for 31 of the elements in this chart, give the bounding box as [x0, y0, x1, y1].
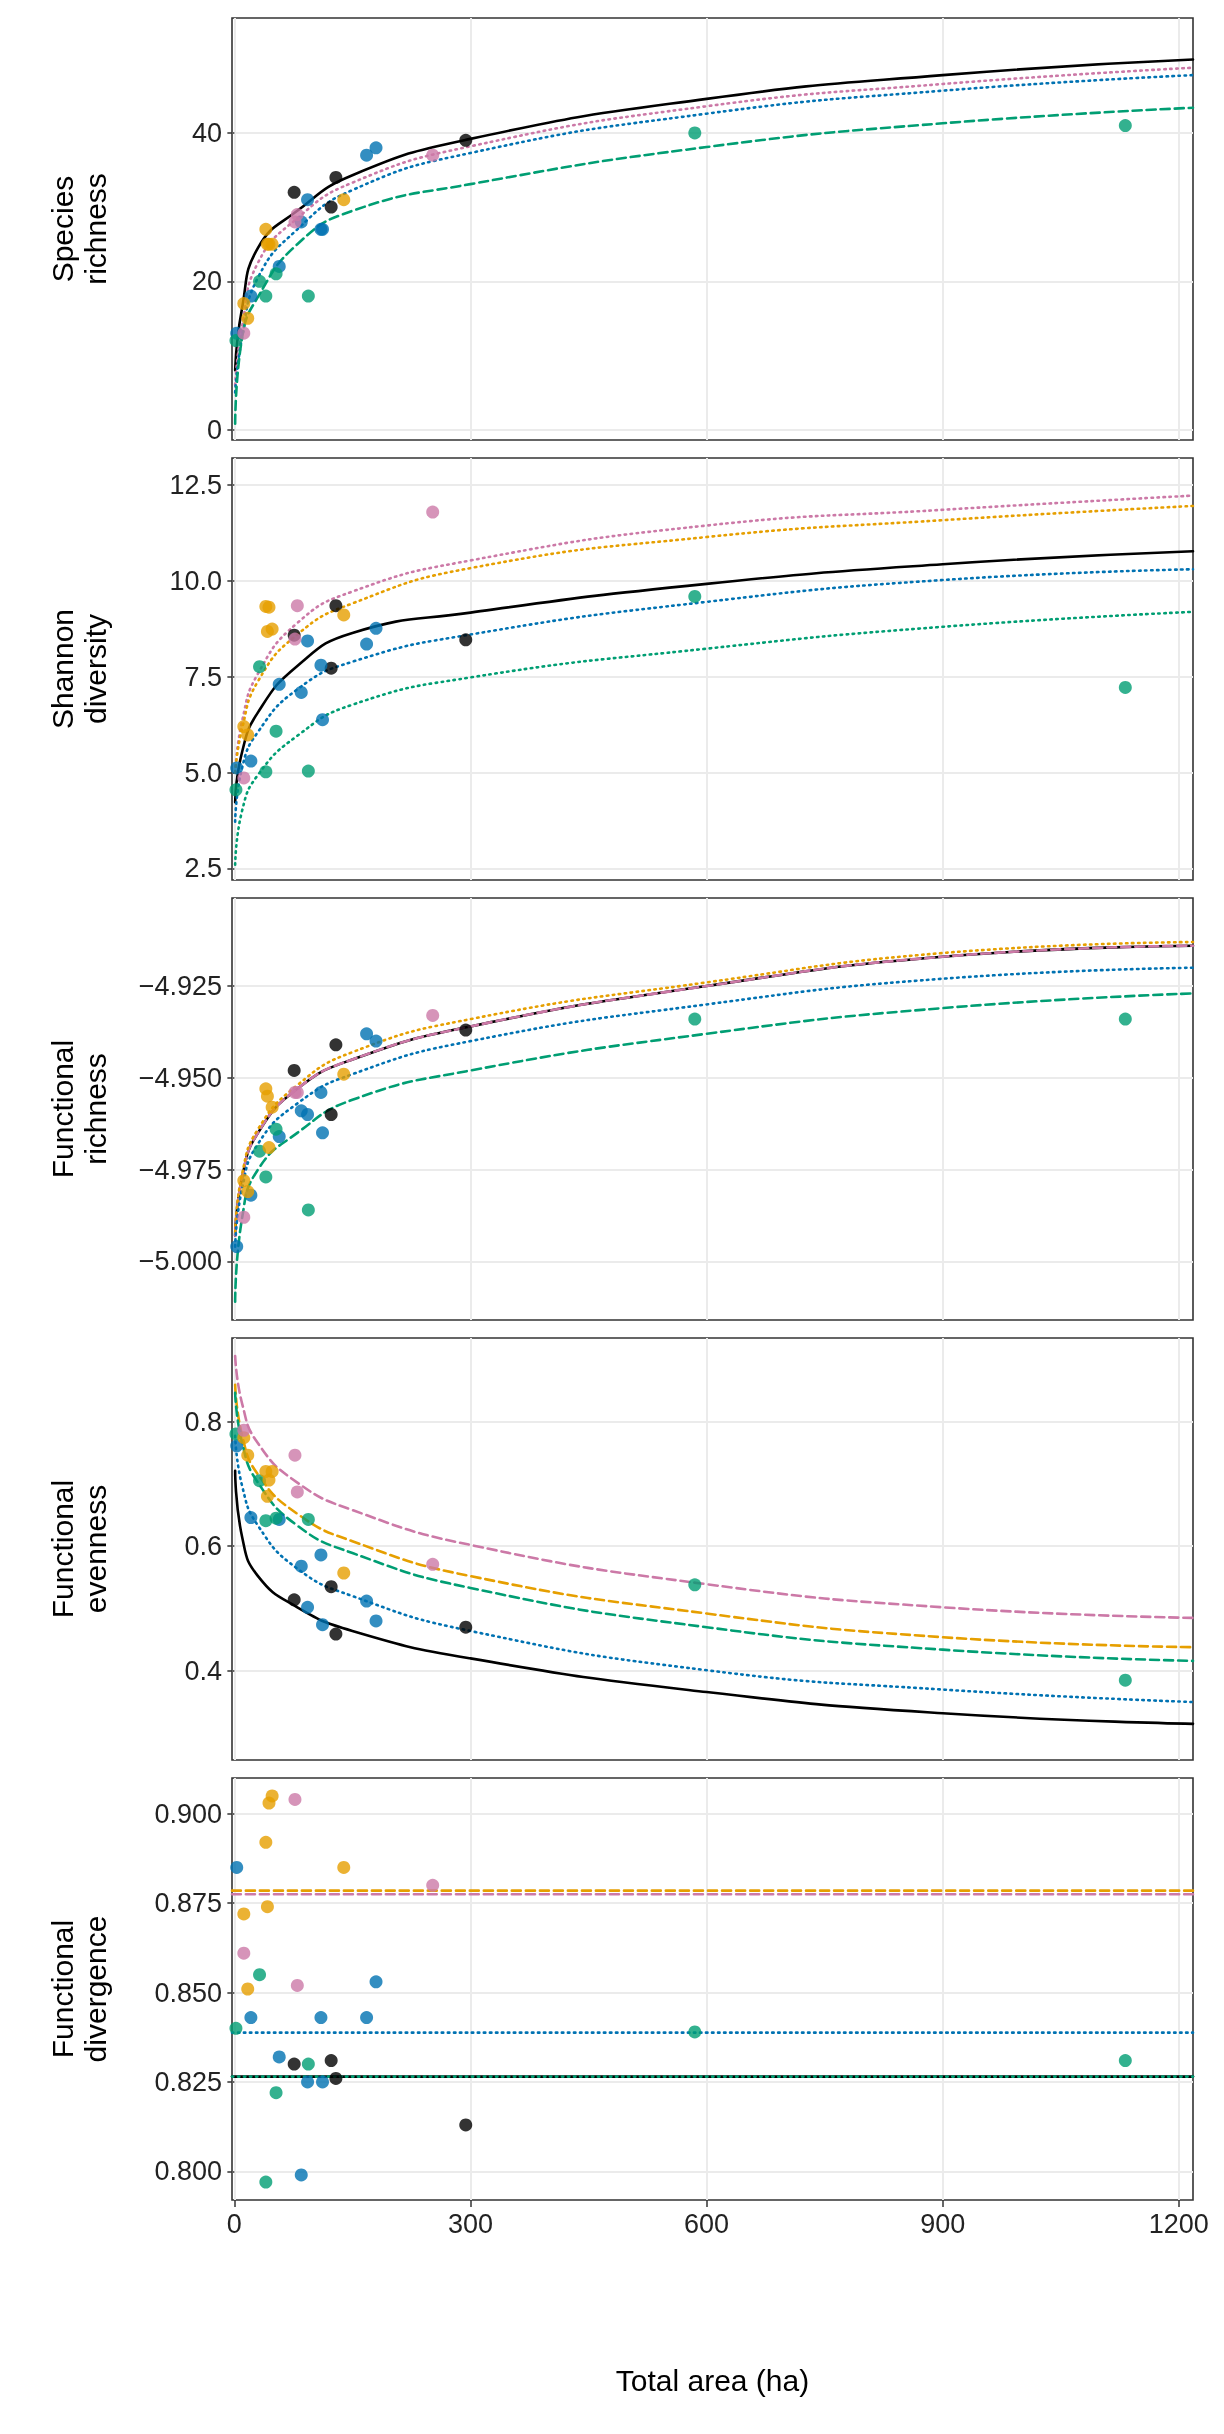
- y-axis-title: Functional evenness: [46, 1479, 112, 1619]
- y-tick-label: −5.000: [138, 1246, 222, 1277]
- x-tick-label: 1200: [1148, 2208, 1209, 2239]
- y-tick-label: 7.5: [184, 661, 222, 692]
- y-tick-label: −4.950: [138, 1062, 222, 1093]
- x-tick-label: 300: [447, 2208, 494, 2239]
- y-tick-label: 0.825: [154, 2066, 222, 2097]
- y-tick-label: 20: [191, 266, 222, 297]
- y-tick-label: 5.0: [184, 757, 222, 788]
- y-tick-label: 0.875: [154, 1888, 222, 1919]
- y-axis-title: Species richness: [46, 173, 112, 285]
- x-tick-label: 900: [920, 2208, 966, 2239]
- y-tick-label: 10.0: [169, 565, 222, 596]
- y-tick-label: 12.5: [169, 469, 222, 500]
- y-axis-title: Functional divergence: [46, 1915, 112, 2063]
- y-tick-label: 40: [191, 117, 222, 148]
- y-tick-label: 0.800: [154, 2156, 222, 2187]
- y-tick-label: 2.5: [184, 853, 222, 884]
- y-axis-title: Shannon diversity: [46, 608, 112, 730]
- y-axis-title: Functional richness: [46, 1039, 112, 1179]
- y-tick-label: 0.6: [184, 1531, 222, 1562]
- x-tick-label: 600: [684, 2208, 730, 2239]
- y-tick-label: 0: [206, 414, 222, 445]
- y-tick-label: −4.925: [138, 971, 222, 1002]
- y-tick-label: −4.975: [138, 1154, 222, 1185]
- y-tick-label: 0.900: [154, 1798, 222, 1829]
- x-tick-label: 0: [226, 2208, 242, 2239]
- y-tick-label: 0.850: [154, 1977, 222, 2008]
- x-axis-title: Total area (ha): [615, 2363, 810, 2397]
- y-tick-label: 0.4: [184, 1655, 222, 1686]
- y-tick-label: 0.8: [184, 1406, 222, 1437]
